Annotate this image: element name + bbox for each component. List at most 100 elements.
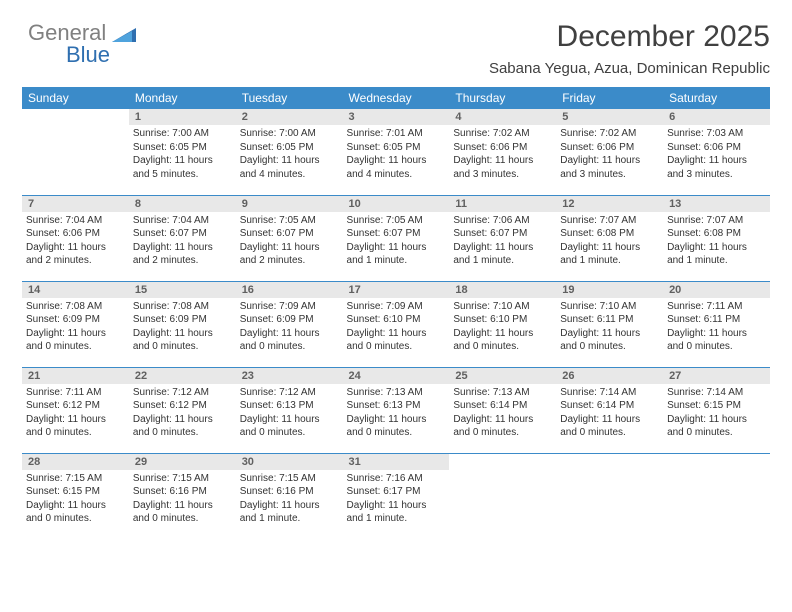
calendar-day-cell: 24Sunrise: 7:13 AMSunset: 6:13 PMDayligh… xyxy=(343,367,450,453)
weekday-header: Monday xyxy=(129,87,236,109)
day-details: Sunrise: 7:10 AMSunset: 6:10 PMDaylight:… xyxy=(449,298,556,358)
calendar-day-cell: 19Sunrise: 7:10 AMSunset: 6:11 PMDayligh… xyxy=(556,281,663,367)
day-details: Sunrise: 7:11 AMSunset: 6:12 PMDaylight:… xyxy=(22,384,129,444)
daylight-line: Daylight: 11 hours and 1 minute. xyxy=(453,241,552,268)
calendar-day-cell: 6Sunrise: 7:03 AMSunset: 6:06 PMDaylight… xyxy=(663,109,770,195)
day-details: Sunrise: 7:03 AMSunset: 6:06 PMDaylight:… xyxy=(663,125,770,185)
day-number: 1 xyxy=(129,109,236,125)
sunset-line: Sunset: 6:08 PM xyxy=(560,227,659,241)
calendar-week-row: 28Sunrise: 7:15 AMSunset: 6:15 PMDayligh… xyxy=(22,453,770,539)
sunset-line: Sunset: 6:17 PM xyxy=(347,485,446,499)
sunrise-line: Sunrise: 7:01 AM xyxy=(347,127,446,141)
sunrise-line: Sunrise: 7:05 AM xyxy=(240,214,339,228)
sunset-line: Sunset: 6:12 PM xyxy=(26,399,125,413)
calendar-day-cell: 17Sunrise: 7:09 AMSunset: 6:10 PMDayligh… xyxy=(343,281,450,367)
sunset-line: Sunset: 6:16 PM xyxy=(133,485,232,499)
daylight-line: Daylight: 11 hours and 4 minutes. xyxy=(347,154,446,181)
daylight-line: Daylight: 11 hours and 0 minutes. xyxy=(26,413,125,440)
calendar-day-cell: 13Sunrise: 7:07 AMSunset: 6:08 PMDayligh… xyxy=(663,195,770,281)
sunset-line: Sunset: 6:10 PM xyxy=(347,313,446,327)
day-number: 7 xyxy=(22,196,129,212)
calendar-week-row: 14Sunrise: 7:08 AMSunset: 6:09 PMDayligh… xyxy=(22,281,770,367)
day-number: 20 xyxy=(663,282,770,298)
calendar-day-cell: 4Sunrise: 7:02 AMSunset: 6:06 PMDaylight… xyxy=(449,109,556,195)
day-details: Sunrise: 7:08 AMSunset: 6:09 PMDaylight:… xyxy=(129,298,236,358)
daylight-line: Daylight: 11 hours and 1 minute. xyxy=(347,499,446,526)
calendar-day-cell: 22Sunrise: 7:12 AMSunset: 6:12 PMDayligh… xyxy=(129,367,236,453)
day-number: 15 xyxy=(129,282,236,298)
calendar-day-cell xyxy=(22,109,129,195)
weekday-header: Thursday xyxy=(449,87,556,109)
sunrise-line: Sunrise: 7:13 AM xyxy=(453,386,552,400)
sunset-line: Sunset: 6:07 PM xyxy=(133,227,232,241)
sunset-line: Sunset: 6:14 PM xyxy=(560,399,659,413)
day-number: 11 xyxy=(449,196,556,212)
logo-text-blue: Blue xyxy=(66,42,110,68)
day-number: 4 xyxy=(449,109,556,125)
calendar-day-cell: 5Sunrise: 7:02 AMSunset: 6:06 PMDaylight… xyxy=(556,109,663,195)
day-details: Sunrise: 7:02 AMSunset: 6:06 PMDaylight:… xyxy=(556,125,663,185)
calendar-table: SundayMondayTuesdayWednesdayThursdayFrid… xyxy=(22,87,770,539)
sunrise-line: Sunrise: 7:09 AM xyxy=(347,300,446,314)
day-number: 23 xyxy=(236,368,343,384)
calendar-day-cell: 3Sunrise: 7:01 AMSunset: 6:05 PMDaylight… xyxy=(343,109,450,195)
calendar-day-cell: 14Sunrise: 7:08 AMSunset: 6:09 PMDayligh… xyxy=(22,281,129,367)
calendar-day-cell: 12Sunrise: 7:07 AMSunset: 6:08 PMDayligh… xyxy=(556,195,663,281)
calendar-header: SundayMondayTuesdayWednesdayThursdayFrid… xyxy=(22,87,770,109)
day-number: 14 xyxy=(22,282,129,298)
day-number: 21 xyxy=(22,368,129,384)
day-details: Sunrise: 7:09 AMSunset: 6:10 PMDaylight:… xyxy=(343,298,450,358)
day-details: Sunrise: 7:15 AMSunset: 6:15 PMDaylight:… xyxy=(22,470,129,530)
day-details: Sunrise: 7:00 AMSunset: 6:05 PMDaylight:… xyxy=(129,125,236,185)
day-details: Sunrise: 7:16 AMSunset: 6:17 PMDaylight:… xyxy=(343,470,450,530)
sunset-line: Sunset: 6:16 PM xyxy=(240,485,339,499)
daylight-line: Daylight: 11 hours and 0 minutes. xyxy=(347,327,446,354)
day-details: Sunrise: 7:02 AMSunset: 6:06 PMDaylight:… xyxy=(449,125,556,185)
calendar-day-cell xyxy=(449,453,556,539)
daylight-line: Daylight: 11 hours and 0 minutes. xyxy=(667,327,766,354)
sunrise-line: Sunrise: 7:11 AM xyxy=(26,386,125,400)
daylight-line: Daylight: 11 hours and 0 minutes. xyxy=(26,327,125,354)
day-details: Sunrise: 7:13 AMSunset: 6:13 PMDaylight:… xyxy=(343,384,450,444)
calendar-day-cell: 9Sunrise: 7:05 AMSunset: 6:07 PMDaylight… xyxy=(236,195,343,281)
sunset-line: Sunset: 6:09 PM xyxy=(133,313,232,327)
daylight-line: Daylight: 11 hours and 2 minutes. xyxy=(240,241,339,268)
calendar-day-cell: 26Sunrise: 7:14 AMSunset: 6:14 PMDayligh… xyxy=(556,367,663,453)
sunrise-line: Sunrise: 7:02 AM xyxy=(453,127,552,141)
calendar-day-cell: 18Sunrise: 7:10 AMSunset: 6:10 PMDayligh… xyxy=(449,281,556,367)
sunset-line: Sunset: 6:07 PM xyxy=(347,227,446,241)
sunrise-line: Sunrise: 7:14 AM xyxy=(560,386,659,400)
calendar-day-cell: 1Sunrise: 7:00 AMSunset: 6:05 PMDaylight… xyxy=(129,109,236,195)
day-details: Sunrise: 7:07 AMSunset: 6:08 PMDaylight:… xyxy=(663,212,770,272)
calendar-day-cell: 21Sunrise: 7:11 AMSunset: 6:12 PMDayligh… xyxy=(22,367,129,453)
sunset-line: Sunset: 6:05 PM xyxy=(347,141,446,155)
sunset-line: Sunset: 6:05 PM xyxy=(240,141,339,155)
sunset-line: Sunset: 6:13 PM xyxy=(347,399,446,413)
sunrise-line: Sunrise: 7:04 AM xyxy=(133,214,232,228)
daylight-line: Daylight: 11 hours and 0 minutes. xyxy=(133,327,232,354)
day-details: Sunrise: 7:15 AMSunset: 6:16 PMDaylight:… xyxy=(129,470,236,530)
sunset-line: Sunset: 6:06 PM xyxy=(26,227,125,241)
daylight-line: Daylight: 11 hours and 3 minutes. xyxy=(560,154,659,181)
day-number: 24 xyxy=(343,368,450,384)
day-details: Sunrise: 7:12 AMSunset: 6:12 PMDaylight:… xyxy=(129,384,236,444)
calendar-day-cell xyxy=(663,453,770,539)
calendar-week-row: 7Sunrise: 7:04 AMSunset: 6:06 PMDaylight… xyxy=(22,195,770,281)
day-details: Sunrise: 7:04 AMSunset: 6:06 PMDaylight:… xyxy=(22,212,129,272)
day-details: Sunrise: 7:00 AMSunset: 6:05 PMDaylight:… xyxy=(236,125,343,185)
sunset-line: Sunset: 6:06 PM xyxy=(560,141,659,155)
sunset-line: Sunset: 6:07 PM xyxy=(453,227,552,241)
day-number: 9 xyxy=(236,196,343,212)
logo: General Blue xyxy=(28,20,136,46)
daylight-line: Daylight: 11 hours and 0 minutes. xyxy=(133,413,232,440)
day-details: Sunrise: 7:13 AMSunset: 6:14 PMDaylight:… xyxy=(449,384,556,444)
day-number: 17 xyxy=(343,282,450,298)
sunset-line: Sunset: 6:13 PM xyxy=(240,399,339,413)
daylight-line: Daylight: 11 hours and 3 minutes. xyxy=(453,154,552,181)
daylight-line: Daylight: 11 hours and 0 minutes. xyxy=(667,413,766,440)
sunset-line: Sunset: 6:09 PM xyxy=(26,313,125,327)
daylight-line: Daylight: 11 hours and 1 minute. xyxy=(667,241,766,268)
sunset-line: Sunset: 6:12 PM xyxy=(133,399,232,413)
sunrise-line: Sunrise: 7:05 AM xyxy=(347,214,446,228)
day-details: Sunrise: 7:07 AMSunset: 6:08 PMDaylight:… xyxy=(556,212,663,272)
